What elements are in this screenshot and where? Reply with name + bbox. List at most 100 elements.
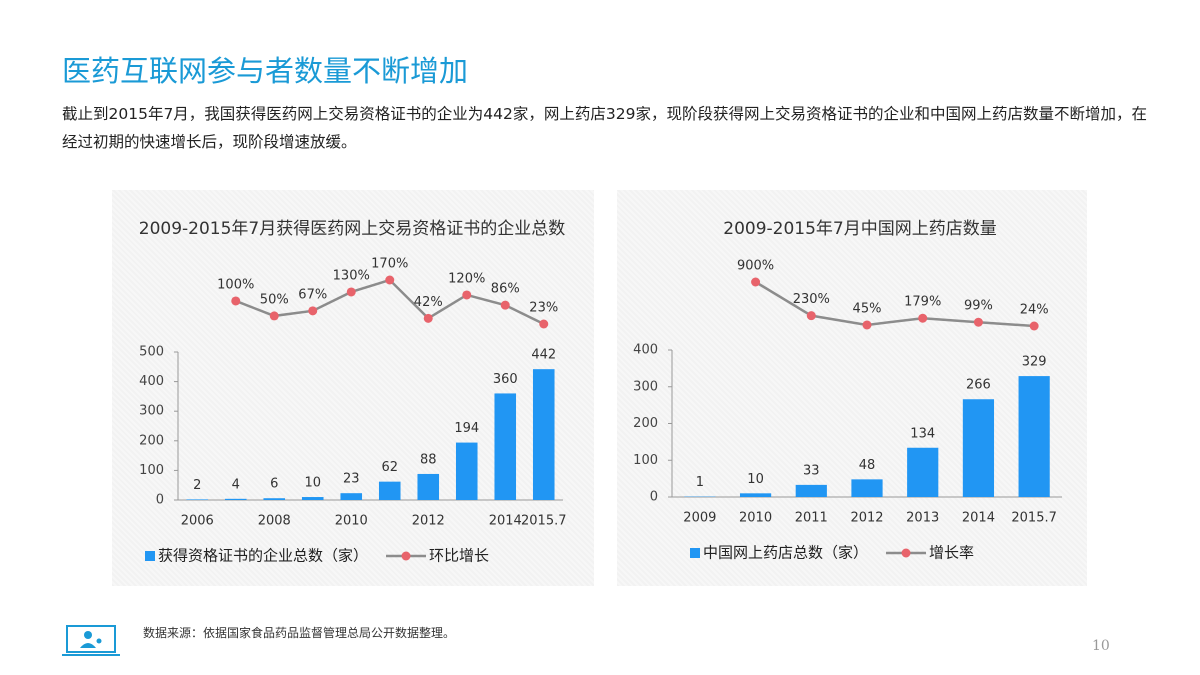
growth-marker xyxy=(308,306,318,316)
bar xyxy=(907,447,939,497)
y-tick-label: 100 xyxy=(633,453,658,468)
y-tick-label: 500 xyxy=(139,345,164,360)
growth-label: 120% xyxy=(448,271,485,286)
bar-label: 266 xyxy=(966,378,991,393)
growth-label: 45% xyxy=(853,301,882,316)
growth-marker xyxy=(462,290,472,300)
legend-label: 中国网上药店总数（家） xyxy=(703,544,868,562)
chart-title: 2009-2015年7月获得医药网上交易资格证书的企业总数 xyxy=(139,219,565,239)
growth-marker xyxy=(751,277,761,287)
x-tick-label: 2008 xyxy=(258,514,291,529)
chart-panel xyxy=(112,190,594,586)
legend-swatch xyxy=(145,551,155,561)
x-tick-label: 2014 xyxy=(489,514,522,529)
bar-label: 4 xyxy=(232,477,240,492)
growth-marker xyxy=(500,300,510,310)
x-tick-label: 2012 xyxy=(412,514,445,529)
legend-marker xyxy=(901,548,911,558)
bar-label: 134 xyxy=(910,426,935,441)
bar xyxy=(417,473,440,500)
bar xyxy=(378,481,401,500)
growth-label: 24% xyxy=(1020,303,1049,318)
chart-panel xyxy=(617,190,1087,586)
growth-marker xyxy=(973,317,983,327)
growth-label: 42% xyxy=(414,295,443,310)
bar-label: 10 xyxy=(304,476,321,491)
growth-marker xyxy=(1029,321,1039,331)
bar xyxy=(851,479,883,497)
growth-label: 99% xyxy=(964,299,993,314)
bar xyxy=(739,493,772,497)
x-tick-label: 2010 xyxy=(739,511,772,526)
bar xyxy=(340,493,363,500)
y-tick-label: 100 xyxy=(139,463,164,478)
growth-line xyxy=(754,280,1035,328)
chart-title: 2009-2015年7月中国网上药店数量 xyxy=(723,219,996,239)
y-tick-label: 200 xyxy=(633,416,658,431)
growth-marker xyxy=(862,320,872,330)
y-tick-label: 0 xyxy=(156,493,164,508)
legend-swatch xyxy=(690,548,700,558)
growth-marker xyxy=(269,311,279,321)
y-tick-label: 300 xyxy=(633,379,658,394)
bar-label: 48 xyxy=(859,458,876,473)
legend-label: 增长率 xyxy=(929,544,974,562)
bar-label: 33 xyxy=(803,463,820,478)
bar-label: 2 xyxy=(193,478,201,493)
growth-marker xyxy=(918,313,928,323)
bar xyxy=(494,393,517,500)
x-tick-label: 2015.7 xyxy=(1011,511,1057,526)
growth-marker xyxy=(539,319,549,329)
source-icon xyxy=(62,625,120,656)
source-note: 数据来源：依据国家食品药品监督管理总局公开数据整理。 xyxy=(143,626,456,640)
bar-label: 62 xyxy=(381,460,398,475)
growth-marker xyxy=(346,287,356,297)
y-tick-label: 0 xyxy=(650,490,658,505)
slide-title: 医药互联网参与者数量不断增加 xyxy=(62,54,469,88)
x-tick-label: 2010 xyxy=(335,514,368,529)
growth-label: 50% xyxy=(260,292,289,307)
growth-marker xyxy=(423,313,433,323)
growth-label: 23% xyxy=(529,301,558,316)
bar xyxy=(962,399,995,497)
bar xyxy=(263,498,286,500)
y-tick-label: 400 xyxy=(633,343,658,358)
bar-label: 23 xyxy=(343,472,360,487)
bar-label: 360 xyxy=(493,372,518,387)
x-tick-label: 2009 xyxy=(683,511,716,526)
growth-label: 170% xyxy=(371,257,408,272)
x-tick-label: 2015.7 xyxy=(521,514,567,529)
growth-label: 179% xyxy=(904,295,941,310)
growth-label: 900% xyxy=(737,259,774,274)
y-tick-label: 400 xyxy=(139,374,164,389)
x-tick-label: 2013 xyxy=(906,511,939,526)
bar-label: 194 xyxy=(454,421,479,436)
bar-label: 10 xyxy=(747,472,764,487)
legend-label: 获得资格证书的企业总数（家） xyxy=(158,547,368,565)
bar xyxy=(186,499,209,500)
bar-label: 1 xyxy=(696,475,704,490)
growth-label: 230% xyxy=(793,292,830,307)
page-number: 10 xyxy=(1092,638,1110,654)
bar xyxy=(795,484,827,497)
x-tick-label: 2006 xyxy=(181,514,214,529)
growth-label: 67% xyxy=(298,287,327,302)
x-tick-label: 2011 xyxy=(795,511,828,526)
bar xyxy=(455,442,478,500)
bar-label: 442 xyxy=(531,348,556,363)
bar-label: 6 xyxy=(270,477,278,492)
x-tick-label: 2012 xyxy=(850,511,883,526)
growth-label: 100% xyxy=(217,277,254,292)
bar-label: 88 xyxy=(420,452,437,467)
growth-label: 86% xyxy=(491,282,520,297)
bar-label: 329 xyxy=(1022,355,1047,370)
x-tick-label: 2014 xyxy=(962,511,995,526)
legend-marker xyxy=(401,551,411,561)
bar xyxy=(301,497,324,500)
y-tick-label: 200 xyxy=(139,433,164,448)
growth-marker xyxy=(385,275,395,285)
growth-label: 130% xyxy=(333,268,370,283)
y-tick-label: 300 xyxy=(139,404,164,419)
